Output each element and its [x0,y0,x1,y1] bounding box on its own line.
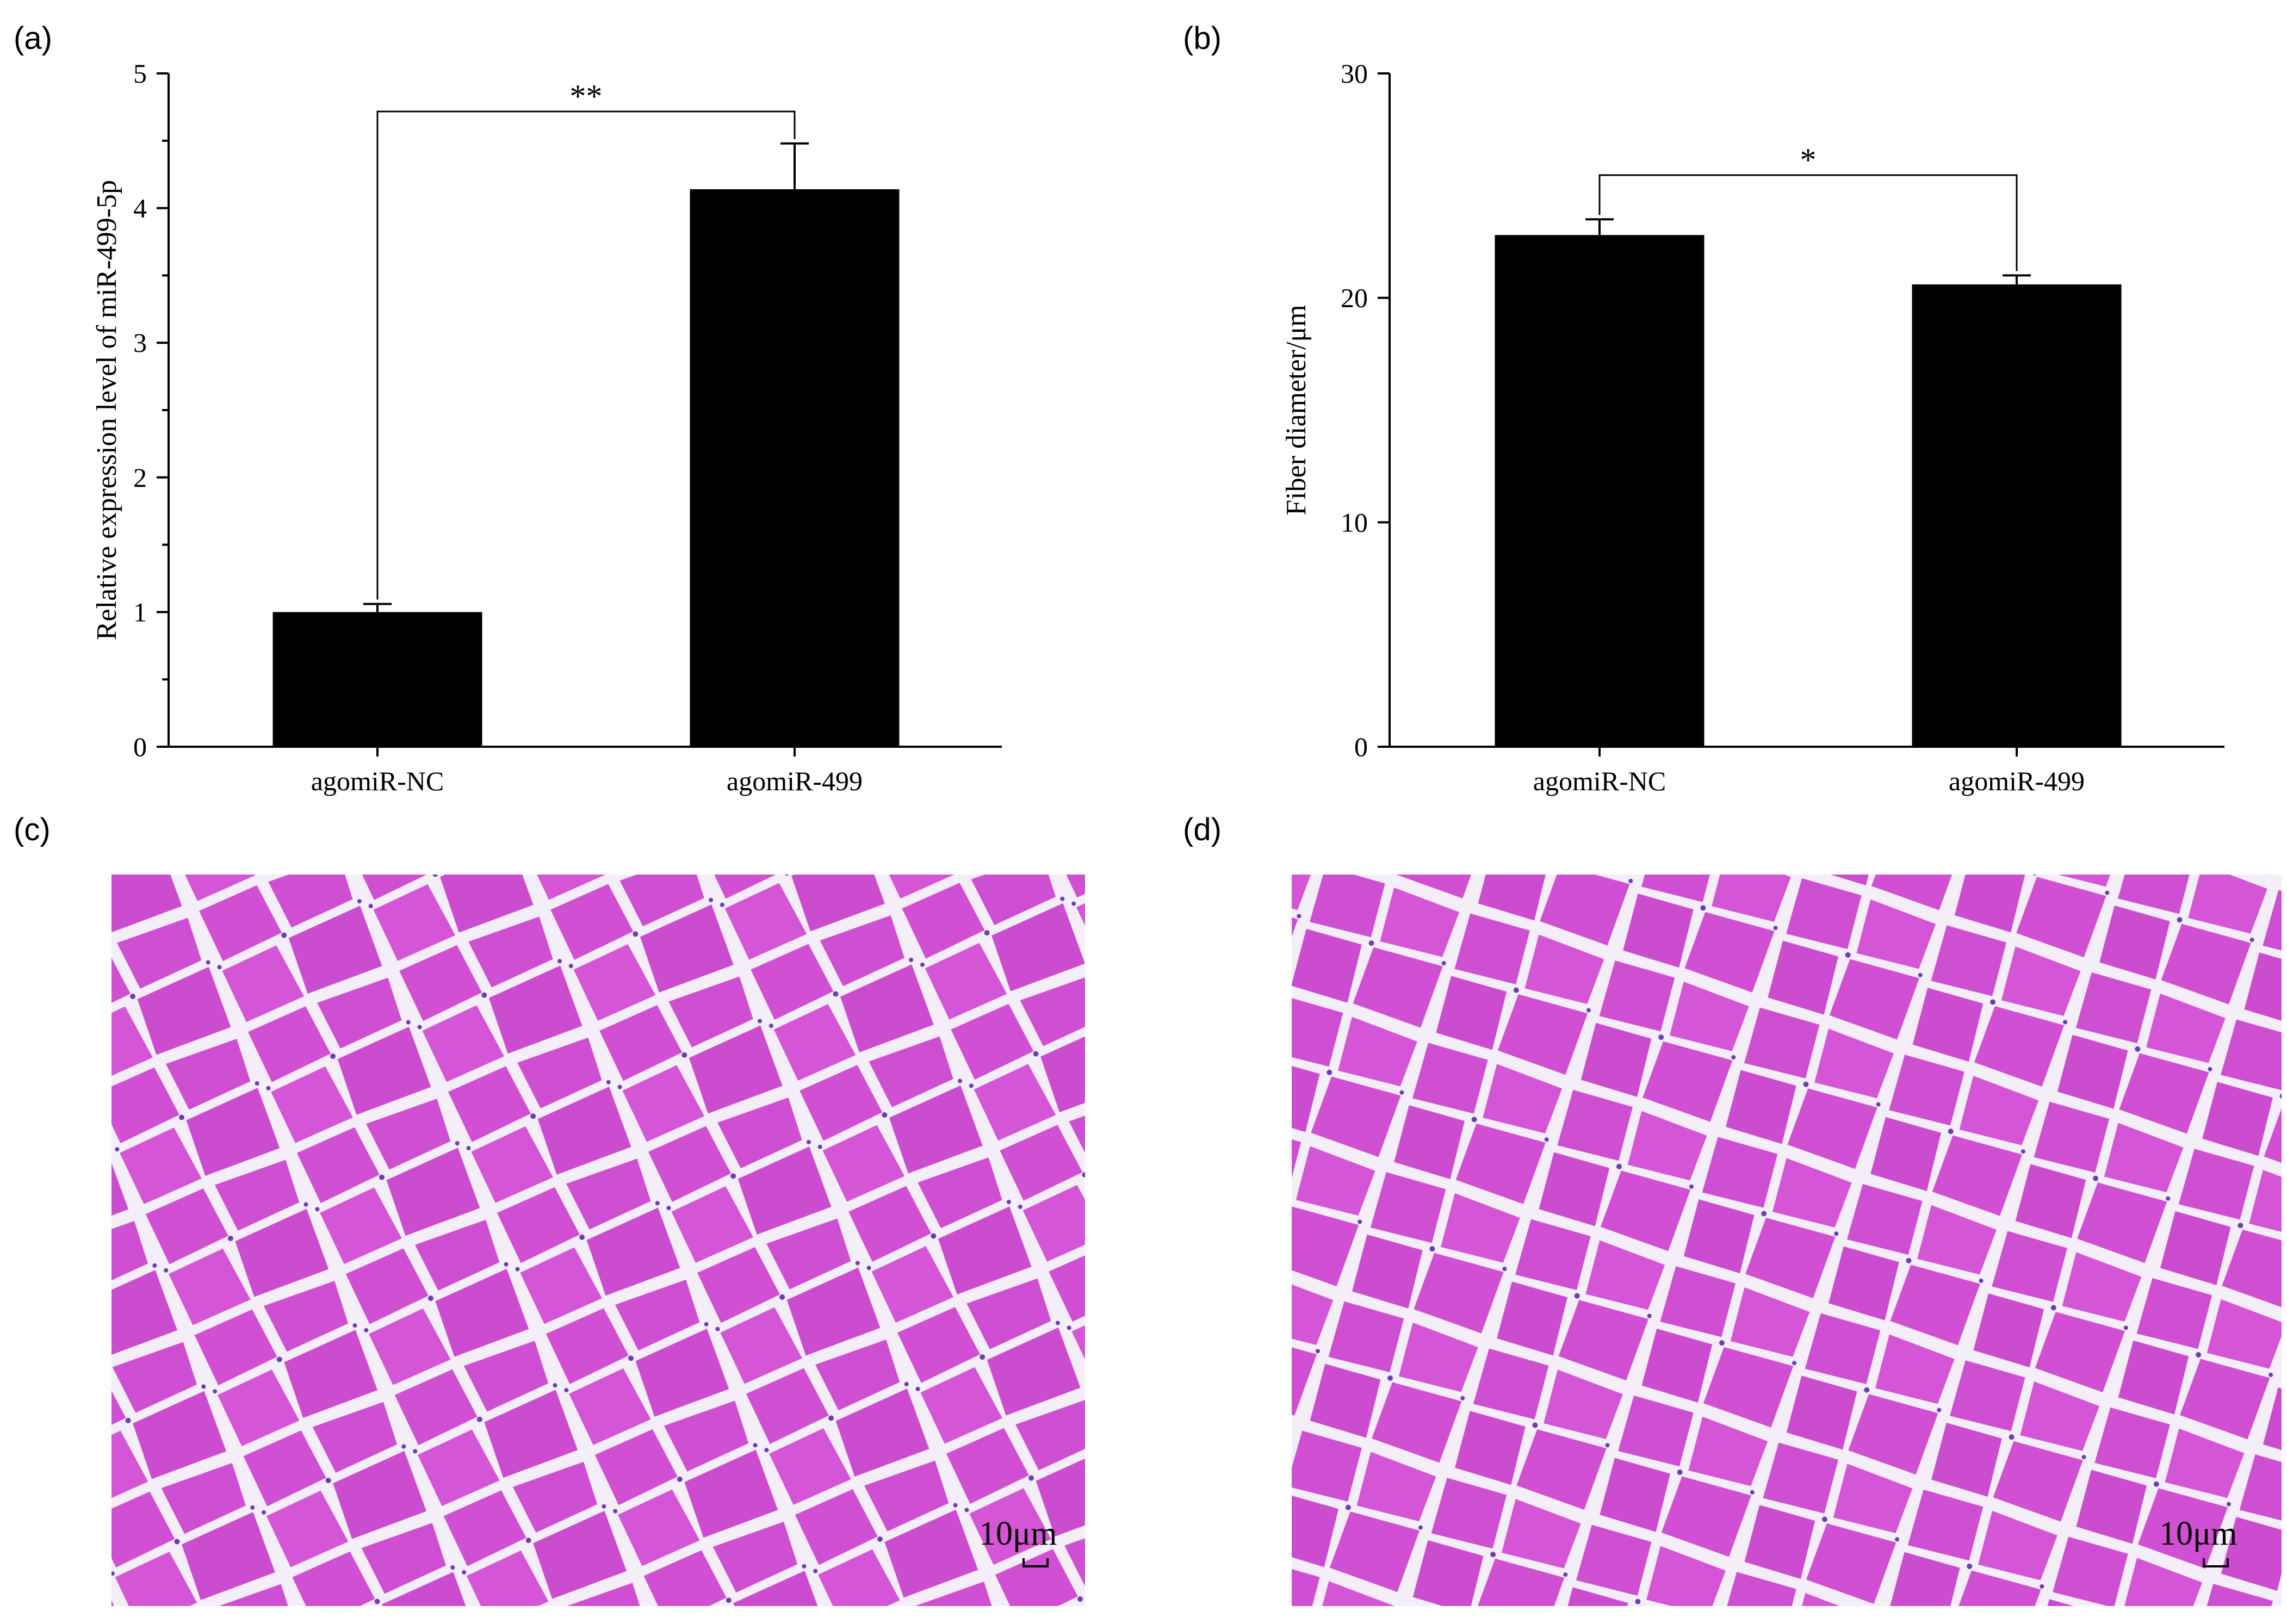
muscle-section-image [1292,875,2282,1606]
bar-agomiR-NC [272,612,482,747]
significance-bracket: ** [376,78,796,600]
y-tick-label: 10 [1341,507,1368,537]
chart-expression: 0 1 2 3 4 5 agomiR-NC agomiR-499 ** Relative e… [91,58,1002,796]
panel-label-b: (b) [1183,21,1222,56]
bars: agomiR-NC agomiR-499 [272,142,900,796]
y-tick-label: 30 [1341,58,1368,89]
y-ticks: 0 10 20 30 [1341,58,1390,762]
chart-fiber-diameter: 0 10 20 30 agomiR-NC agomiR-499 * Fiber diam… [1281,58,2224,796]
scale-bar-label: 10μm [979,1515,1057,1552]
y-tick-label: 20 [1341,283,1368,313]
scale-bar-label: 10μm [2159,1515,2237,1552]
muscle-section-image [111,875,1085,1606]
panel-label-d: (d) [1183,812,1222,847]
x-tick-label: agomiR-NC [311,766,444,796]
x-tick-label: agomiR-499 [1949,766,2085,796]
y-tick-label: 0 [133,732,147,762]
scale-bar [2203,1558,2229,1567]
micrograph-c: 10μm [111,875,1085,1606]
significance-line [1598,174,2018,271]
y-tick-label: 5 [133,58,147,89]
y-tick-label: 3 [133,327,147,358]
panel-label-c: (c) [14,812,51,847]
panel-label-a: (a) [14,21,52,56]
significance-label: * [1800,142,1817,178]
y-tick-label: 4 [133,193,147,224]
significance-bracket: * [1598,142,2018,271]
y-tick-label: 2 [133,462,147,493]
y-axis-title: Relative expression level of miR-499-5p [91,180,122,640]
significance-line [376,110,796,600]
bars: agomiR-NC agomiR-499 [1495,218,2122,796]
x-tick-label: agomiR-NC [1533,766,1666,796]
bar-agomiR-499 [1912,284,2122,747]
y-tick-label: 1 [133,597,147,627]
y-ticks: 0 1 2 3 4 5 [133,58,169,762]
significance-label: ** [570,78,603,114]
bar-agomiR-NC [1495,235,1705,747]
scale-bar [1022,1558,1049,1567]
bar-agomiR-499 [690,189,900,747]
micrograph-d: 10μm [1292,875,2282,1606]
y-axis-title: Fiber diameter/μm [1281,305,1312,515]
y-tick-label: 0 [1354,732,1368,762]
x-tick-label: agomiR-499 [727,766,863,796]
